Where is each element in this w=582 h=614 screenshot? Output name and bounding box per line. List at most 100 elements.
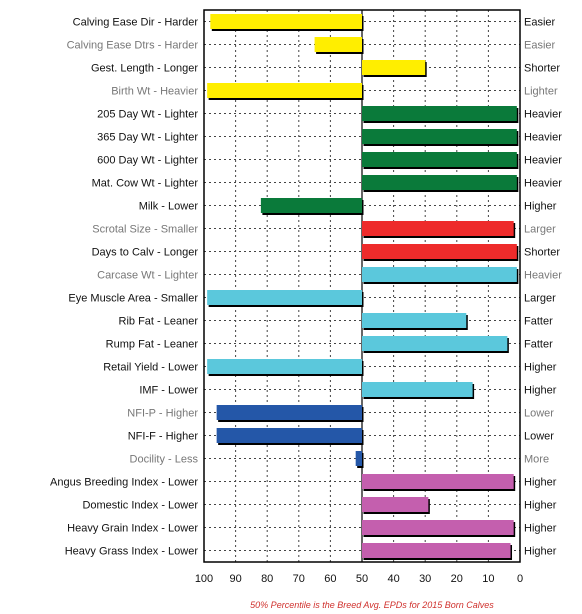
bar-7 [362, 175, 519, 192]
x-tick-label: 100 [195, 573, 213, 585]
bar [362, 474, 514, 489]
row-right-label: Larger [524, 224, 556, 236]
bar [362, 175, 517, 190]
bar-4 [362, 106, 519, 123]
row-right-label: Higher [524, 477, 557, 489]
row-right-label: Shorter [524, 63, 560, 75]
row-right-label: Lower [524, 408, 554, 420]
row-label: 600 Day Wt - Lighter [97, 155, 198, 167]
row-label: Heavy Grain Index - Lower [67, 523, 198, 535]
row-label: Scrotal Size - Smaller [92, 224, 198, 236]
row-right-label: Lower [524, 431, 554, 443]
row-right-label: Larger [524, 293, 556, 305]
bar [362, 382, 473, 397]
row-label: Carcase Wt - Lighter [97, 270, 198, 282]
bar-11 [362, 267, 519, 284]
x-tick-labels: 100 90 80 70 60 50 40 30 20 10 0 [195, 573, 523, 585]
row-right-label: Heavier [524, 155, 562, 167]
bar-15 [207, 359, 364, 376]
plot-frame [203, 9, 521, 563]
row-label: IMF - Lower [139, 385, 198, 397]
row-label: Rib Fat - Leaner [119, 316, 199, 328]
row-right-label: Fatter [524, 316, 553, 328]
bar-20 [362, 474, 516, 491]
bar [207, 359, 362, 374]
row-right-label: Higher [524, 201, 557, 213]
bar-23 [362, 543, 513, 560]
bar [260, 198, 362, 213]
row-label: Retail Yield - Lower [103, 362, 198, 374]
bar [362, 520, 514, 535]
bar [207, 290, 362, 305]
row-right-label: Heavier [524, 132, 562, 144]
bar [362, 244, 517, 259]
bar [216, 405, 362, 420]
row-label: Gest. Length - Longer [91, 63, 198, 75]
row-right-label: Easier [524, 40, 556, 52]
bar-22 [362, 520, 516, 537]
row-right-label: Heavier [524, 109, 562, 121]
row-right-label: Higher [524, 523, 557, 535]
bar [362, 497, 429, 512]
left-labels: Calving Ease Dir - Harder Calving Ease Dt… [50, 17, 198, 558]
row-right-label: Fatter [524, 339, 553, 351]
x-tick-label: 30 [419, 573, 431, 585]
bar-3 [207, 83, 364, 100]
row-label: Angus Breeding Index - Lower [50, 477, 198, 489]
bar-16 [362, 382, 475, 399]
row-label: Domestic Index - Lower [82, 500, 198, 512]
row-right-label: Higher [524, 362, 557, 374]
bar-2 [362, 60, 427, 77]
row-label: Calving Ease Dtrs - Harder [67, 40, 199, 52]
bar-0 [210, 14, 364, 31]
bar [314, 37, 362, 52]
row-label: Birth Wt - Heavier [111, 86, 198, 98]
bar [362, 221, 514, 236]
bar-19 [355, 451, 364, 468]
bar-12 [207, 290, 364, 307]
row-label: Calving Ease Dir - Harder [73, 17, 199, 29]
bar-10 [362, 244, 519, 261]
row-label: Docility - Less [130, 454, 199, 466]
x-tick-label: 90 [229, 573, 241, 585]
bar [362, 106, 517, 121]
bars [207, 14, 519, 560]
x-tick-label: 80 [261, 573, 273, 585]
bar-17 [216, 405, 364, 422]
bar-1 [314, 37, 364, 54]
x-tick-label: 10 [482, 573, 494, 585]
x-tick-label: 0 [517, 573, 523, 585]
bar-13 [362, 313, 468, 330]
row-right-label: Easier [524, 17, 556, 29]
bar [362, 129, 517, 144]
row-right-label: Higher [524, 500, 557, 512]
row-right-label: Heavier [524, 270, 562, 282]
bar-18 [216, 428, 364, 445]
x-tick-label: 40 [387, 573, 399, 585]
row-right-label: Higher [524, 385, 557, 397]
row-label: NFI-P - Higher [127, 408, 198, 420]
row-right-label: Higher [524, 546, 557, 558]
bar [362, 60, 426, 75]
bar [216, 428, 362, 443]
row-label: Rump Fat - Leaner [106, 339, 199, 351]
bar-21 [362, 497, 430, 514]
row-label: NFI-F - Higher [128, 431, 199, 443]
bar-6 [362, 152, 519, 169]
row-right-label: More [524, 454, 549, 466]
bar [362, 152, 517, 167]
row-label: Milk - Lower [139, 201, 199, 213]
footnote: 50% Percentile is the Breed Avg. EPDs fo… [250, 600, 494, 610]
row-label: Mat. Cow Wt - Lighter [92, 178, 199, 190]
bar-14 [362, 336, 509, 353]
row-label: 365 Day Wt - Lighter [97, 132, 198, 144]
bar [210, 14, 362, 29]
x-tick-label: 60 [324, 573, 336, 585]
bar-8 [260, 198, 364, 215]
bar [362, 313, 467, 328]
bar [362, 336, 508, 351]
x-tick-label: 50 [356, 573, 368, 585]
row-label: 205 Day Wt - Lighter [97, 109, 198, 121]
x-tick-label: 20 [451, 573, 463, 585]
